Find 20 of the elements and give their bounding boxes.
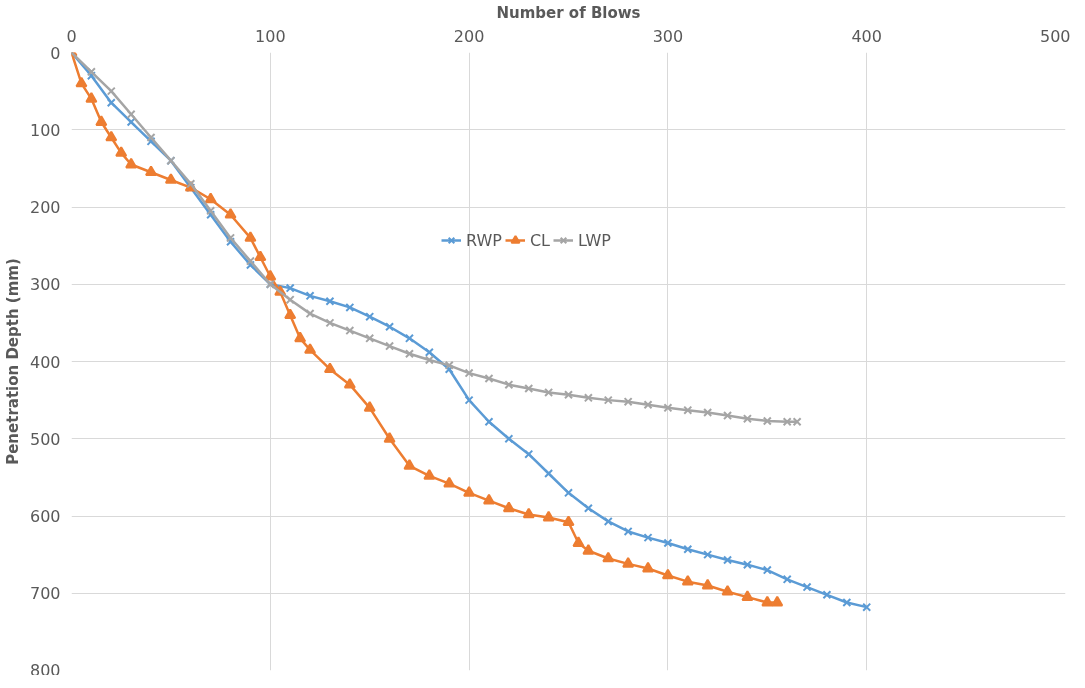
- y-tick-label: 600: [29, 507, 61, 526]
- legend-label: CL: [529, 230, 551, 250]
- x-tick-label: 300: [652, 26, 684, 46]
- x-tick-label: 0: [66, 26, 77, 46]
- x-axis-title: Number of Blows: [496, 3, 641, 22]
- x-tick-label: 100: [255, 26, 286, 46]
- y-tick-label: 200: [29, 198, 61, 217]
- x-tick-label: 400: [851, 26, 882, 46]
- y-tick-label: 700: [29, 584, 61, 604]
- y-axis-title: Penetration Depth (mm): [3, 258, 22, 465]
- y-tick-label: 400: [29, 352, 61, 372]
- y-tick-label: 300: [29, 275, 61, 295]
- x-tick-label: 200: [453, 26, 485, 46]
- y-tick-label: 0: [50, 43, 61, 63]
- y-tick-label: 500: [29, 429, 61, 449]
- x-tick-label: 500: [1039, 26, 1071, 46]
- legend-label: LWP: [578, 230, 611, 250]
- legend-label: RWP: [466, 230, 502, 250]
- y-tick-label: 100: [29, 120, 61, 140]
- y-tick-label: 800: [29, 660, 61, 680]
